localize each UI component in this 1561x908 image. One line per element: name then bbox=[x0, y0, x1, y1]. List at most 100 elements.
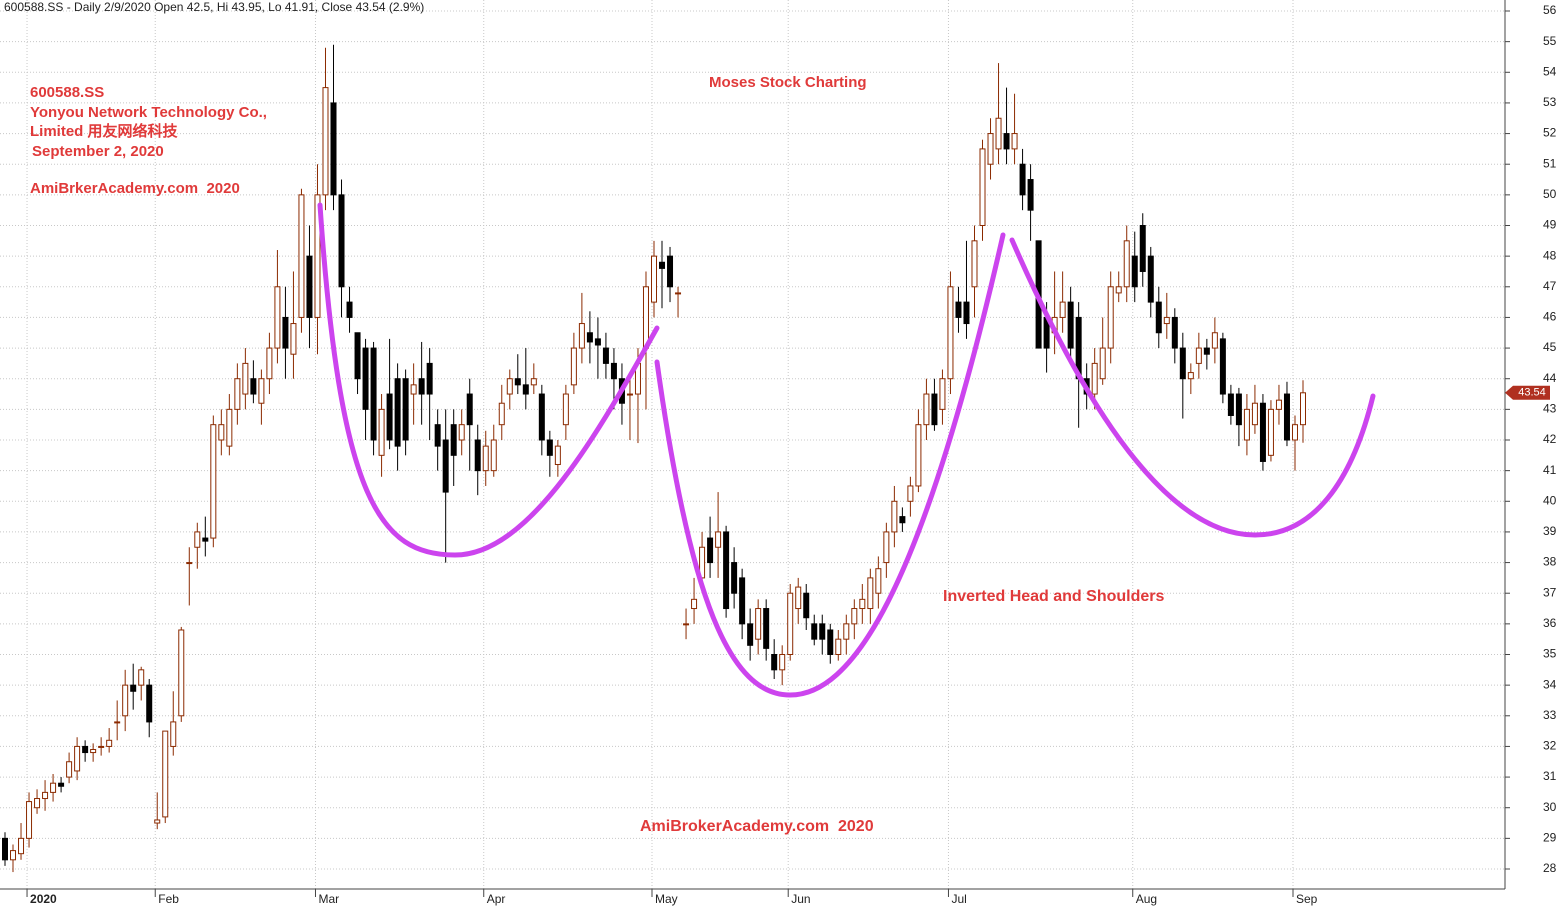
candle-body bbox=[74, 745, 81, 772]
x-tick-label: 2020 bbox=[30, 892, 57, 906]
candle-body bbox=[194, 531, 201, 548]
candle-body bbox=[450, 424, 457, 456]
candle-body bbox=[715, 531, 722, 548]
candle-body bbox=[899, 516, 906, 524]
candle-body bbox=[274, 286, 281, 349]
candle-body bbox=[1235, 393, 1242, 426]
candle-body bbox=[602, 347, 609, 364]
candle-body bbox=[642, 286, 649, 349]
annotation: Limited 用友网络科技 bbox=[30, 122, 179, 140]
candle-body bbox=[250, 378, 257, 395]
chart-header: 600588.SS - Daily 2/9/2020 Open 42.5, Hi… bbox=[4, 0, 424, 14]
candle-body bbox=[210, 424, 217, 539]
candle-body bbox=[971, 240, 978, 288]
candle-body bbox=[338, 194, 345, 288]
candle-body bbox=[1203, 347, 1210, 355]
candle-body bbox=[498, 402, 505, 426]
candle-body bbox=[346, 301, 353, 318]
candle-body bbox=[787, 592, 794, 656]
x-tick-label: Jun bbox=[791, 892, 810, 906]
candle-body bbox=[1259, 402, 1266, 462]
candle-body bbox=[418, 378, 425, 395]
candle-body bbox=[314, 194, 321, 318]
candle-body bbox=[578, 323, 585, 349]
candle-body bbox=[803, 592, 810, 619]
grid bbox=[0, 0, 1505, 889]
y-tick-label: 33 bbox=[1543, 708, 1557, 722]
annotation: Inverted Head and Shoulders bbox=[943, 588, 1164, 605]
candle-body bbox=[90, 748, 97, 754]
y-tick-label: 51 bbox=[1543, 156, 1557, 170]
candle-body bbox=[402, 378, 409, 441]
candle-body bbox=[667, 255, 674, 288]
candle-body bbox=[562, 393, 569, 426]
y-tick-label: 30 bbox=[1543, 800, 1557, 814]
candle-body bbox=[522, 384, 529, 395]
y-tick-label: 54 bbox=[1543, 64, 1557, 78]
candle-body bbox=[434, 424, 441, 447]
candle-body bbox=[955, 301, 962, 318]
candle-body bbox=[626, 393, 633, 396]
candle-body bbox=[1027, 179, 1034, 211]
candle-body bbox=[1155, 301, 1162, 334]
candle-body bbox=[282, 316, 289, 349]
candle-body bbox=[1179, 347, 1186, 380]
y-tick-label: 39 bbox=[1543, 524, 1557, 538]
candle-body bbox=[659, 261, 666, 269]
candle-body bbox=[66, 761, 73, 778]
candle-body bbox=[106, 739, 113, 747]
candle-body bbox=[386, 393, 393, 441]
candle-body bbox=[146, 684, 153, 723]
candle-body bbox=[98, 745, 105, 748]
annotation: 600588.SS bbox=[30, 84, 104, 101]
candle-body bbox=[811, 623, 818, 640]
y-tick-label: 41 bbox=[1543, 463, 1557, 477]
annotation: AmiBrkerAcademy.com 2020 bbox=[30, 180, 240, 197]
candle-body bbox=[370, 347, 377, 441]
candle-body bbox=[42, 791, 49, 800]
candle-body bbox=[482, 445, 489, 472]
x-tick-label: Feb bbox=[158, 892, 179, 906]
y-tick-label: 28 bbox=[1543, 861, 1557, 875]
candle-body bbox=[1011, 133, 1018, 150]
y-tick-label: 45 bbox=[1543, 340, 1557, 354]
candle-body bbox=[907, 485, 914, 502]
candle-body bbox=[1243, 408, 1250, 441]
y-tick-label: 36 bbox=[1543, 616, 1557, 630]
candle-body bbox=[226, 408, 233, 447]
candle-body bbox=[130, 684, 137, 692]
y-tick-label: 49 bbox=[1543, 218, 1557, 232]
candle-body bbox=[50, 782, 57, 793]
candle-body bbox=[939, 378, 946, 410]
candle-body bbox=[322, 87, 329, 196]
candle-body bbox=[651, 255, 657, 303]
candle-body bbox=[442, 439, 449, 493]
candle-body bbox=[1139, 225, 1146, 272]
candle-body bbox=[915, 424, 922, 487]
candle-body bbox=[1019, 163, 1026, 196]
candle-body bbox=[755, 608, 762, 640]
x-tick-label: Jul bbox=[951, 892, 966, 906]
price-tag-label: 43.54 bbox=[1518, 387, 1546, 399]
candle-body bbox=[234, 378, 241, 410]
candle-body bbox=[538, 393, 545, 441]
y-tick-label: 48 bbox=[1543, 248, 1557, 262]
y-tick-label: 35 bbox=[1543, 647, 1557, 661]
candle-body bbox=[354, 332, 361, 380]
candle-body bbox=[18, 837, 25, 855]
y-tick-label: 44 bbox=[1543, 371, 1557, 385]
y-tick-label: 50 bbox=[1543, 187, 1557, 201]
candle-body bbox=[330, 102, 337, 196]
candle-body bbox=[723, 531, 730, 610]
y-tick-label: 40 bbox=[1543, 493, 1557, 507]
candle-body bbox=[739, 577, 746, 625]
candle-body bbox=[1091, 362, 1098, 395]
candle-body bbox=[1107, 286, 1114, 349]
candle-body bbox=[186, 562, 193, 565]
y-tick-label: 31 bbox=[1543, 769, 1557, 783]
y-tick-label: 34 bbox=[1543, 677, 1557, 691]
candle-body bbox=[506, 378, 513, 395]
x-tick-label: Sep bbox=[1296, 892, 1318, 906]
candle-body bbox=[747, 623, 754, 646]
